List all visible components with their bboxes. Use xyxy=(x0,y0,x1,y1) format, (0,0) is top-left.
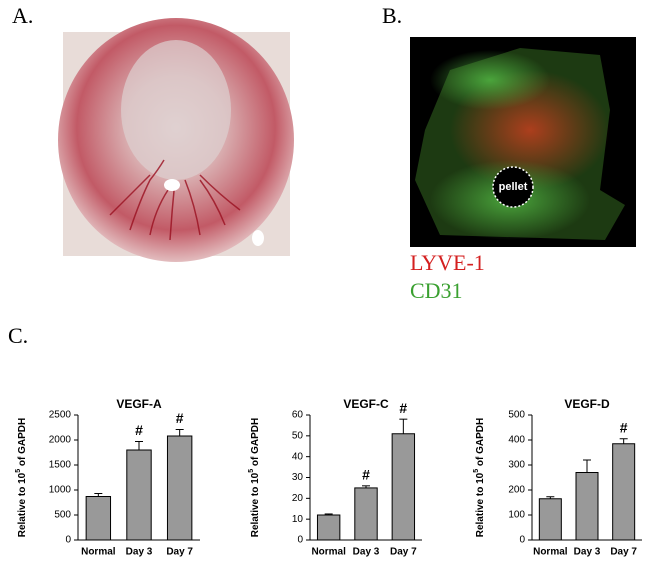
x-tick-label: Day 7 xyxy=(390,547,417,558)
bar xyxy=(166,435,193,541)
bar xyxy=(538,498,562,541)
bar xyxy=(354,487,378,541)
x-tick-label: Day 7 xyxy=(166,547,193,558)
significance-label: # xyxy=(135,422,143,438)
significance-label: # xyxy=(399,400,407,416)
y-axis-label-part: of GAPDH xyxy=(17,418,28,469)
significance-label: # xyxy=(176,410,184,426)
y-tick-label: 30 xyxy=(292,472,304,483)
cornea-photo xyxy=(58,18,294,262)
bar xyxy=(575,472,599,541)
y-axis-label-part: 5 xyxy=(248,469,255,473)
y-tick-label: 1000 xyxy=(49,485,72,496)
y-tick-label: 300 xyxy=(508,460,525,471)
chart-title: VEGF-D xyxy=(564,397,610,411)
significance-label: # xyxy=(362,467,370,483)
flatmount-photo: pellet xyxy=(410,37,636,247)
bar xyxy=(85,496,112,541)
y-axis-label: Relative to 105 of GAPDH xyxy=(15,418,27,538)
x-tick-label: Day 3 xyxy=(353,547,380,558)
panel-label: C. xyxy=(8,323,28,348)
x-tick-label: Normal xyxy=(533,547,568,558)
y-tick-label: 2500 xyxy=(49,410,72,421)
x-tick-label: Normal xyxy=(311,547,346,558)
chart-title: VEGF-A xyxy=(116,397,162,411)
y-axis-label-part: of GAPDH xyxy=(475,418,486,469)
y-axis-label-part: 5 xyxy=(473,469,480,473)
y-axis-label-part: of GAPDH xyxy=(250,418,261,469)
y-axis-label-part: Relative to 10 xyxy=(17,472,28,537)
x-tick-label: Day 3 xyxy=(126,547,153,558)
panel-label: B. xyxy=(382,3,402,28)
y-tick-label: 1500 xyxy=(49,460,72,471)
y-tick-label: 200 xyxy=(508,485,525,496)
y-tick-label: 0 xyxy=(65,535,71,546)
y-tick-label: 50 xyxy=(292,430,304,441)
y-tick-label: 10 xyxy=(292,514,304,525)
x-tick-label: Normal xyxy=(81,547,116,558)
bar xyxy=(391,433,416,541)
x-tick-label: Day 3 xyxy=(574,547,601,558)
y-tick-label: 2000 xyxy=(49,435,72,446)
y-axis-label: Relative to 105 of GAPDH xyxy=(248,418,260,538)
y-tick-label: 0 xyxy=(297,535,303,546)
bar xyxy=(126,449,152,541)
pellet-label: pellet xyxy=(499,181,528,193)
y-tick-label: 40 xyxy=(292,451,304,462)
y-tick-label: 500 xyxy=(54,510,71,521)
panel-label: A. xyxy=(12,3,33,28)
y-axis-label-part: Relative to 10 xyxy=(475,472,486,537)
y-tick-label: 0 xyxy=(519,535,525,546)
y-axis-label-part: 5 xyxy=(15,469,22,473)
bar xyxy=(316,514,341,541)
y-axis-label: Relative to 105 of GAPDH xyxy=(473,418,485,538)
x-tick-label: Day 7 xyxy=(610,547,637,558)
y-tick-label: 500 xyxy=(508,410,525,421)
y-tick-label: 400 xyxy=(508,435,525,446)
significance-label: # xyxy=(620,419,628,435)
stain-label: CD31 xyxy=(410,278,463,303)
y-tick-label: 60 xyxy=(292,410,304,421)
y-axis-label-part: Relative to 10 xyxy=(250,472,261,537)
bar xyxy=(612,443,636,541)
y-tick-label: 100 xyxy=(508,510,525,521)
stain-label: LYVE-1 xyxy=(410,250,485,275)
y-tick-label: 20 xyxy=(292,493,304,504)
chart-title: VEGF-C xyxy=(343,397,389,411)
